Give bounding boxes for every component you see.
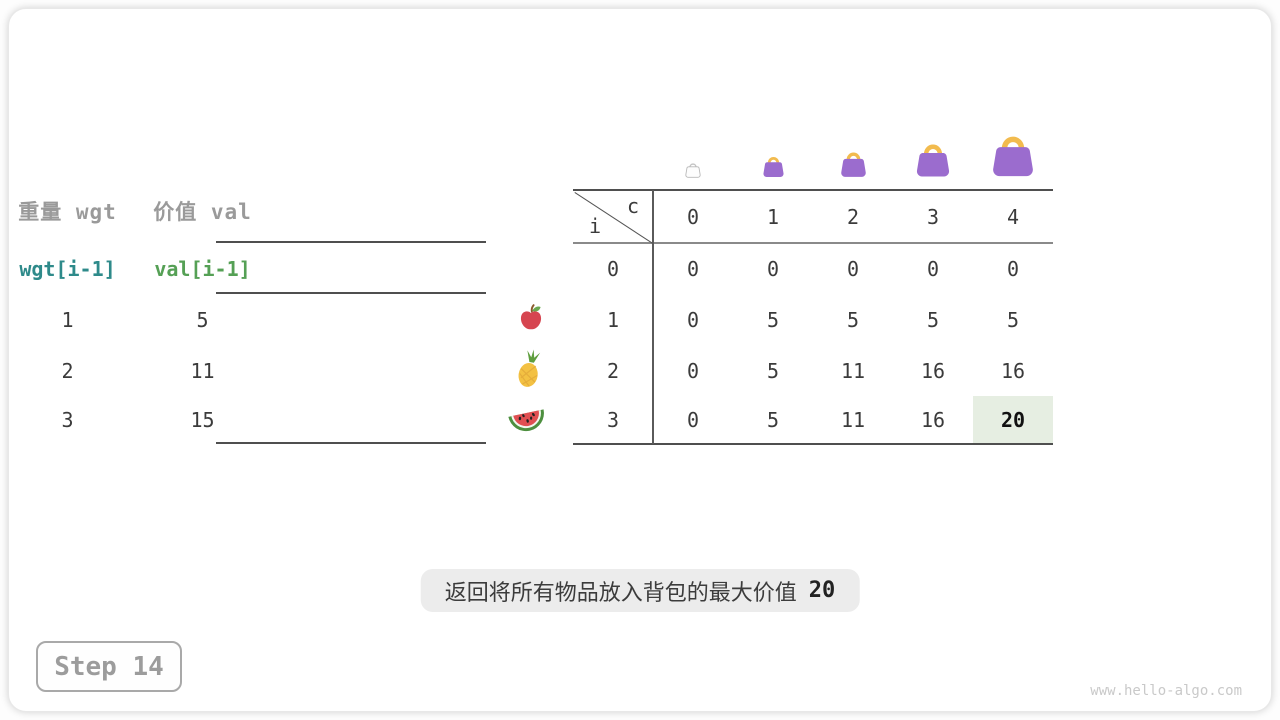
dp-cell-1-1: 5 <box>766 307 780 332</box>
dp-cell-3-0: 0 <box>686 407 700 432</box>
dp-rule-bottom <box>573 443 1053 445</box>
item-3-value: 15 <box>190 408 215 432</box>
dp-corner-row-var: i <box>589 214 602 238</box>
dp-row-3: 3 0 5 11 16 20 <box>573 396 1053 443</box>
caption-box: 返回将所有物品放入背包的最大价值 20 <box>420 569 860 612</box>
items-rule-top <box>216 241 486 243</box>
dp-cell-3-3: 16 <box>920 407 946 432</box>
dp-corner-col-var: c <box>626 194 639 218</box>
dp-cell-2-1: 5 <box>766 358 780 383</box>
val-index-label: val[i-1] <box>154 257 251 281</box>
dp-row-1-label: 1 <box>606 307 620 332</box>
dp-col-header-0: 0 <box>686 204 700 229</box>
dp-cell-0-4: 0 <box>1006 256 1020 281</box>
item-row-3: 3 15 <box>0 404 270 436</box>
caption-text: 返回将所有物品放入背包的最大价值 <box>444 580 797 606</box>
dp-rule-vertical <box>652 190 654 444</box>
wgt-index-label: wgt[i-1] <box>19 257 116 281</box>
dp-cell-3-4-highlighted: 20 <box>973 396 1053 443</box>
item-row-1: 1 5 <box>0 304 270 336</box>
dp-col-header-2: 2 <box>846 204 860 229</box>
dp-corner-cell: c i <box>573 191 653 242</box>
bag-large-icon <box>893 140 973 180</box>
dp-row-0-label: 0 <box>606 256 620 281</box>
apple-icon <box>517 302 545 336</box>
item-2-value: 11 <box>190 359 215 383</box>
dp-cell-1-4: 5 <box>1006 307 1020 332</box>
item-row-2: 2 11 <box>0 355 270 387</box>
dp-cell-3-1: 5 <box>766 407 780 432</box>
item-2-weight: 2 <box>61 359 74 383</box>
item-1-value: 5 <box>196 308 209 332</box>
bag-small-icon <box>733 154 813 180</box>
dp-row-0: 0 0 0 0 0 0 <box>573 243 1053 294</box>
item-3-weight: 3 <box>61 408 74 432</box>
dp-cell-2-0: 0 <box>686 358 700 383</box>
bag-medium-icon <box>813 149 893 180</box>
items-index-row: wgt[i-1] val[i-1] <box>0 253 270 285</box>
dp-rule-header <box>573 242 1053 244</box>
dp-cell-2-4: 16 <box>1000 358 1026 383</box>
dp-cell-3-2: 11 <box>840 407 866 432</box>
dp-cell-0-3: 0 <box>926 256 940 281</box>
dp-row-2-label: 2 <box>606 358 620 383</box>
dp-cell-1-2: 5 <box>846 307 860 332</box>
watermelon-icon <box>506 402 548 440</box>
dp-cell-1-3: 5 <box>926 307 940 332</box>
item-1-weight: 1 <box>61 308 74 332</box>
watermark: www.hello-algo.com <box>1090 683 1242 699</box>
dp-col-header-3: 3 <box>926 204 940 229</box>
dp-col-header-1: 1 <box>766 204 780 229</box>
items-rule-mid <box>216 292 486 294</box>
caption-value: 20 <box>808 578 836 603</box>
dp-row-3-label: 3 <box>606 407 620 432</box>
dp-row-1: 1 0 5 5 5 5 <box>573 294 1053 345</box>
dp-cell-1-0: 0 <box>686 307 700 332</box>
bag-icons-row <box>653 118 1053 180</box>
bag-empty-icon <box>653 161 733 180</box>
dp-cell-0-0: 0 <box>686 256 700 281</box>
dp-row-2: 2 0 5 11 16 16 <box>573 345 1053 396</box>
dp-rule-top <box>573 189 1053 191</box>
step-badge: Step 14 <box>36 641 182 692</box>
items-header-value: 价值 val <box>153 200 252 224</box>
dp-cell-2-2: 11 <box>840 358 866 383</box>
bag-xlarge-icon <box>973 131 1053 180</box>
dp-cell-2-3: 16 <box>920 358 946 383</box>
dp-header-row: c i 0 1 2 3 4 <box>573 191 1053 242</box>
dp-cell-0-2: 0 <box>846 256 860 281</box>
items-header-weight: 重量 wgt <box>18 200 117 224</box>
dp-cell-0-1: 0 <box>766 256 780 281</box>
dp-col-header-4: 4 <box>1006 204 1020 229</box>
items-rule-bottom <box>216 442 486 444</box>
items-table-header: 重量 wgt 价值 val <box>0 196 270 226</box>
pineapple-icon <box>511 348 547 394</box>
